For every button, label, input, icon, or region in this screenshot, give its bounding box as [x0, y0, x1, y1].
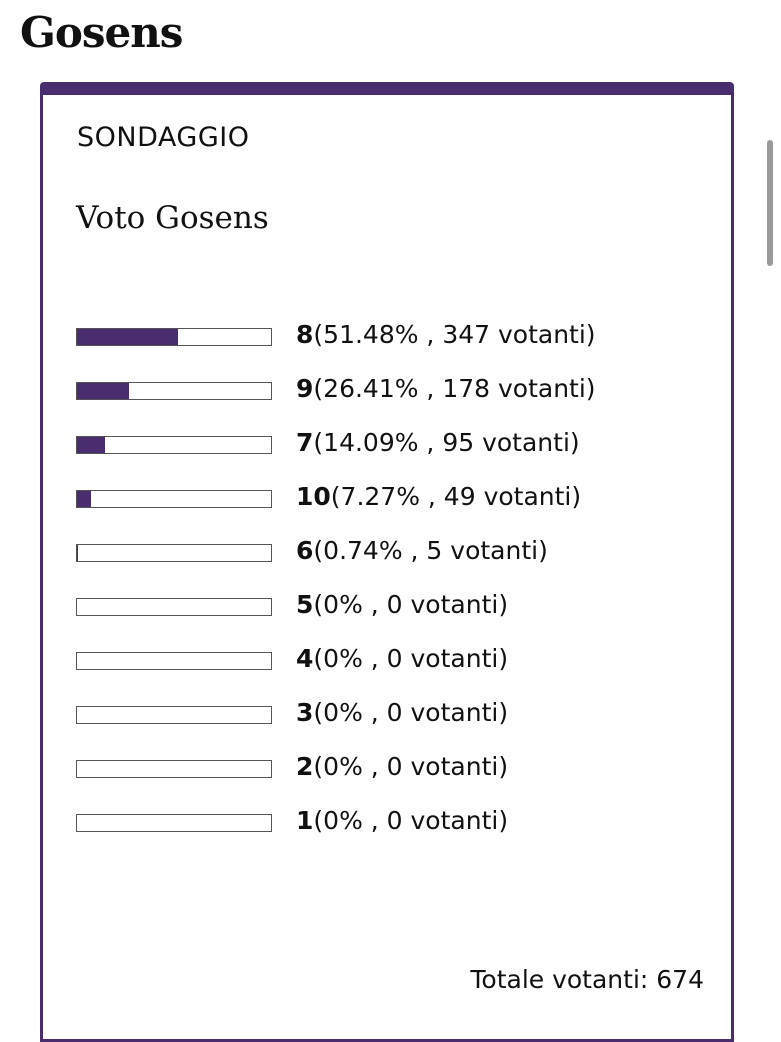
bar-track	[76, 328, 272, 346]
option-detail: (0% , 0 votanti)	[313, 752, 509, 781]
bar-fill	[77, 491, 92, 507]
bar-track	[76, 706, 272, 724]
option-detail: (51.48% , 347 votanti)	[313, 320, 596, 349]
option-text: 3(0% , 0 votanti)	[296, 698, 508, 727]
option-detail: (0% , 0 votanti)	[313, 698, 509, 727]
option-detail: (0.74% , 5 votanti)	[313, 536, 548, 565]
option-text: 1(0% , 0 votanti)	[296, 806, 508, 835]
bar-fill	[77, 329, 178, 345]
poll-total: Totale votanti: 674	[470, 965, 704, 994]
page-title: Gosens	[20, 8, 183, 57]
bar-track	[76, 760, 272, 778]
bar-track	[76, 490, 272, 508]
option-detail: (0% , 0 votanti)	[313, 644, 509, 673]
option-text: 10(7.27% , 49 votanti)	[296, 482, 581, 511]
option-detail: (0% , 0 votanti)	[313, 590, 509, 619]
option-label: 4	[296, 644, 314, 673]
poll-question: Voto Gosens	[76, 200, 269, 236]
option-text: 5(0% , 0 votanti)	[296, 590, 508, 619]
option-detail: (0% , 0 votanti)	[313, 806, 509, 835]
bar-track	[76, 544, 272, 562]
option-label: 1	[296, 806, 314, 835]
option-detail: (14.09% , 95 votanti)	[313, 428, 580, 457]
scrollbar[interactable]	[767, 140, 773, 266]
option-label: 7	[296, 428, 314, 457]
option-text: 7(14.09% , 95 votanti)	[296, 428, 580, 457]
option-text: 2(0% , 0 votanti)	[296, 752, 508, 781]
option-text: 9(26.41% , 178 votanti)	[296, 374, 596, 403]
option-label: 2	[296, 752, 314, 781]
bar-track	[76, 652, 272, 670]
option-detail: (26.41% , 178 votanti)	[313, 374, 596, 403]
option-text: 6(0.74% , 5 votanti)	[296, 536, 548, 565]
option-text: 4(0% , 0 votanti)	[296, 644, 508, 673]
option-label: 9	[296, 374, 314, 403]
bar-fill	[77, 437, 105, 453]
total-label: Totale votanti:	[470, 965, 649, 994]
option-label: 8	[296, 320, 314, 349]
option-label: 10	[296, 482, 331, 511]
option-label: 5	[296, 590, 314, 619]
option-label: 6	[296, 536, 314, 565]
bar-track	[76, 598, 272, 616]
bar-track	[76, 382, 272, 400]
poll-kicker: SONDAGGIO	[77, 122, 250, 153]
bar-track	[76, 436, 272, 454]
bar-fill	[77, 383, 129, 399]
bar-track	[76, 814, 272, 832]
total-value: 674	[656, 965, 704, 994]
bar-fill	[77, 545, 79, 561]
option-detail: (7.27% , 49 votanti)	[330, 482, 582, 511]
option-text: 8(51.48% , 347 votanti)	[296, 320, 596, 349]
option-label: 3	[296, 698, 314, 727]
